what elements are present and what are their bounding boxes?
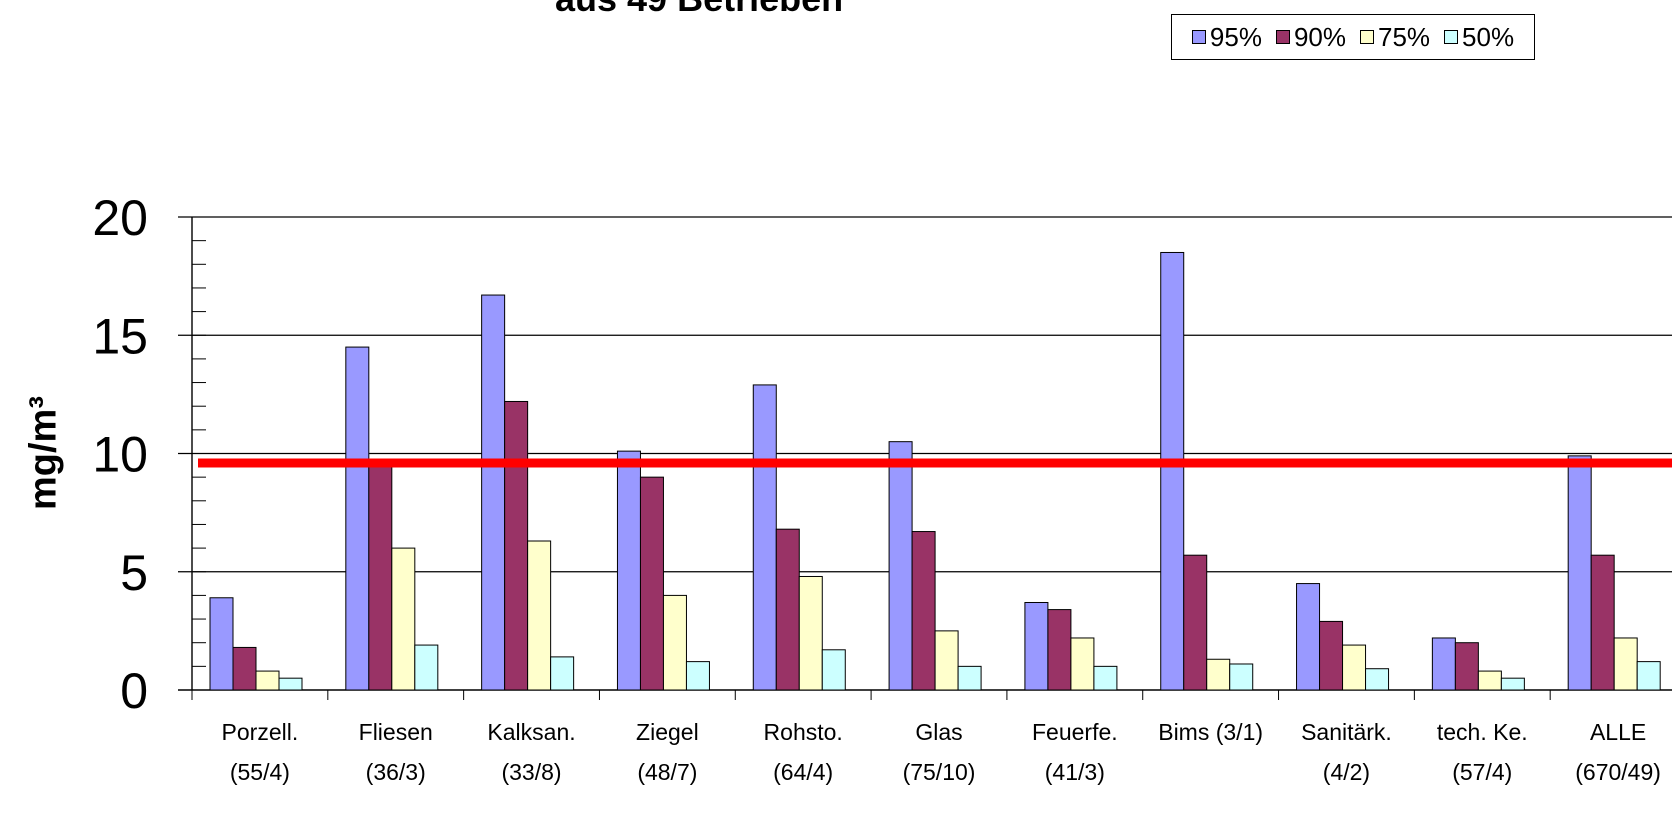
y-tick-label: 5 [120,545,148,601]
bar-90pct [1454,642,1479,691]
legend: 95% 90% 75% 50% [1171,14,1535,60]
y-tick-label: 20 [92,190,148,246]
bar-50pct [685,661,710,691]
x-tick-label: Glas [915,719,962,745]
x-tick-label: Ziegel [636,719,699,745]
chart-title: aus 49 Betrieben [555,0,843,20]
bar-90pct [1590,554,1615,691]
legend-label: 75% [1378,21,1431,52]
x-tick-label-sub: (55/4) [230,759,290,785]
bar-75pct [1613,637,1638,691]
x-tick-label-sub: (57/4) [1452,759,1512,785]
x-tick-label-sub: (64/4) [773,759,833,785]
x-tick-label-sub: (670/49) [1575,759,1661,785]
bar-50pct [821,649,846,691]
bar-90pct [232,646,257,691]
bar-90pct [911,531,936,691]
bar-95pct [616,450,641,691]
x-tick-label: Sanitärk. [1301,719,1392,745]
bar-95pct [481,294,506,691]
bar-75pct [1206,658,1231,691]
bar-95pct [1296,583,1321,691]
legend-item: 90% [1275,21,1346,53]
bar-75pct [662,594,687,691]
legend-item: 50% [1444,22,1514,53]
bar-95pct [752,384,777,691]
legend-swatch [1444,30,1459,44]
bar-95pct [1024,601,1049,691]
bar-95pct [1160,251,1185,691]
x-tick-label-sub: (4/2) [1323,759,1370,785]
legend-label: 95% [1209,21,1262,52]
x-tick-label-sub: (48/7) [637,759,697,785]
bar-75pct [1070,637,1095,691]
bar-75pct [1477,670,1502,691]
legend-item: 75% [1360,22,1430,53]
bar-50pct [1636,661,1661,691]
bar-50pct [278,677,303,691]
x-tick-label: Kalksan. [487,719,575,745]
bar-95pct [1431,637,1456,691]
bar-50pct [1093,665,1118,691]
bar-90pct [1319,620,1344,691]
bar-75pct [391,547,416,691]
bar-75pct [527,540,552,691]
bar-90pct [1047,609,1072,691]
bar-50pct [957,665,982,691]
x-tick-label: Porzell. [222,719,299,745]
bar-90pct [368,460,393,691]
bar-90pct [639,476,664,691]
x-tick-label-sub: (75/10) [903,759,976,785]
legend-item: 95% [1191,21,1262,53]
bar-95pct [209,597,234,691]
x-tick-label: tech. Ke. [1437,719,1528,745]
bar-95pct [1567,455,1592,691]
x-tick-label-sub: (41/3) [1045,759,1105,785]
legend-label: 90% [1293,21,1346,52]
bar-75pct [1342,644,1367,691]
legend-label: 50% [1462,21,1515,52]
y-tick-label: 15 [92,308,148,364]
legend-swatch [1360,30,1374,44]
bar-75pct [934,630,959,691]
legend-swatch [1275,30,1290,44]
bar-75pct [798,575,823,691]
legend-swatch [1191,30,1206,44]
bar-95pct [345,346,370,691]
bar-50pct [1229,663,1254,691]
bar-90pct [1183,554,1208,691]
x-tick-label-sub: (33/8) [501,759,561,785]
x-tick-label: ALLE [1590,719,1646,745]
bar-75pct [255,670,280,691]
bar-50pct [550,656,575,691]
bar-50pct [1500,677,1525,691]
x-tick-label: Bims (3/1) [1158,719,1263,745]
y-tick-label: 10 [92,427,148,483]
bar-90pct [775,528,800,691]
x-tick-label: Rohsto. [764,719,843,745]
bar-95pct [888,441,913,691]
x-tick-label: Fliesen [359,719,433,745]
bar-50pct [414,644,439,691]
x-tick-label: Feuerfe. [1032,719,1118,745]
x-tick-label-sub: (36/3) [366,759,426,785]
bar-90pct [504,400,529,691]
y-tick-label: 0 [120,663,148,719]
bar-50pct [1365,668,1390,691]
